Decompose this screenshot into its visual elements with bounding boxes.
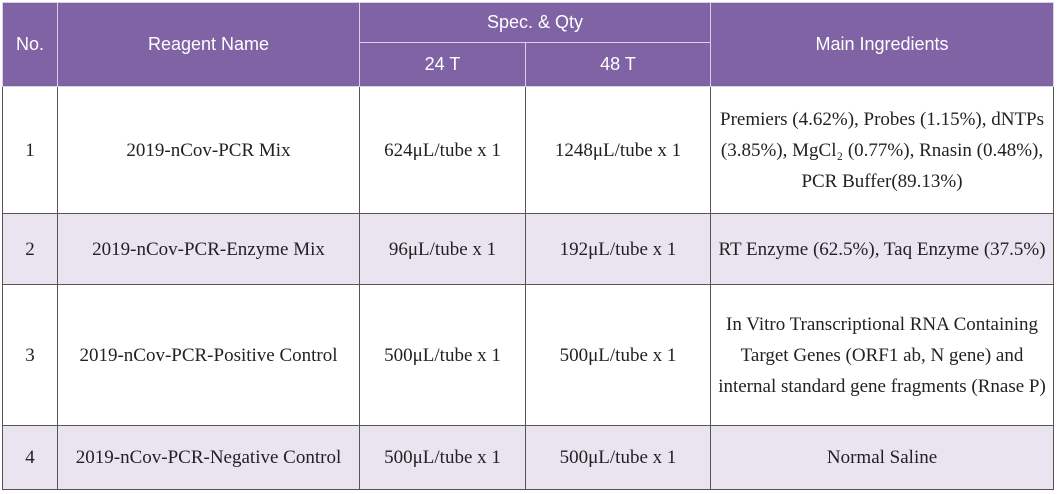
table-cell: 2 bbox=[2, 213, 58, 285]
table-row: 3 2019-nCov-PCR-Positive Control 500μL/tub… bbox=[2, 284, 1055, 426]
table-cell: In Vitro Transcriptional RNA Containing … bbox=[710, 284, 1055, 426]
table-cell: 1248μL/tube x 1 bbox=[524, 86, 712, 214]
table-row: 2 2019-nCov-PCR-Enzyme Mix 96μL/tube x 1 19… bbox=[2, 213, 1055, 285]
header-cell: No. bbox=[2, 2, 58, 87]
table-cell: 3 bbox=[2, 284, 58, 426]
table-cell: 2019-nCov-PCR Mix bbox=[57, 86, 360, 214]
table-cell: 192μL/tube x 1 bbox=[524, 213, 712, 285]
table-cell: 2019-nCov-PCR-Negative Control bbox=[57, 425, 360, 490]
header-cell: 24 T bbox=[359, 42, 526, 87]
table-row: 4 2019-nCov-PCR-Negative Control 500μL/tub… bbox=[2, 425, 1055, 490]
header-cell: Spec. & Qty bbox=[358, 2, 712, 43]
table-cell: Normal Saline bbox=[710, 425, 1055, 490]
table-cell: 4 bbox=[2, 425, 58, 490]
table-cell: 2019-nCov-PCR-Positive Control bbox=[57, 284, 360, 426]
table-cell: 624μL/tube x 1 bbox=[359, 86, 526, 214]
table-cell: 2019-nCov-PCR-Enzyme Mix bbox=[57, 213, 360, 285]
header-cell: 48 T bbox=[524, 42, 712, 87]
table-cell: 500μL/tube x 1 bbox=[359, 425, 526, 490]
table-cell: 1 bbox=[2, 86, 58, 214]
table-cell: RT Enzyme (62.5%), Taq Enzyme (37.5%) bbox=[710, 213, 1055, 285]
table-body: 1 2019-nCov-PCR Mix 624μL/tube x 1 1248μL/t… bbox=[2, 86, 1055, 490]
table-cell: 500μL/tube x 1 bbox=[359, 284, 526, 426]
table-cell: Premiers (4.62%), Probes (1.15%), dNTPs … bbox=[710, 86, 1055, 214]
header-cell: Main Ingredients bbox=[710, 2, 1055, 87]
table-cell: 96μL/tube x 1 bbox=[359, 213, 526, 285]
table-row: 1 2019-nCov-PCR Mix 624μL/tube x 1 1248μL/t… bbox=[2, 86, 1055, 214]
table-cell: 500μL/tube x 1 bbox=[524, 425, 712, 490]
table-cell: 500μL/tube x 1 bbox=[524, 284, 712, 426]
header-cell: Reagent Name bbox=[57, 2, 360, 87]
